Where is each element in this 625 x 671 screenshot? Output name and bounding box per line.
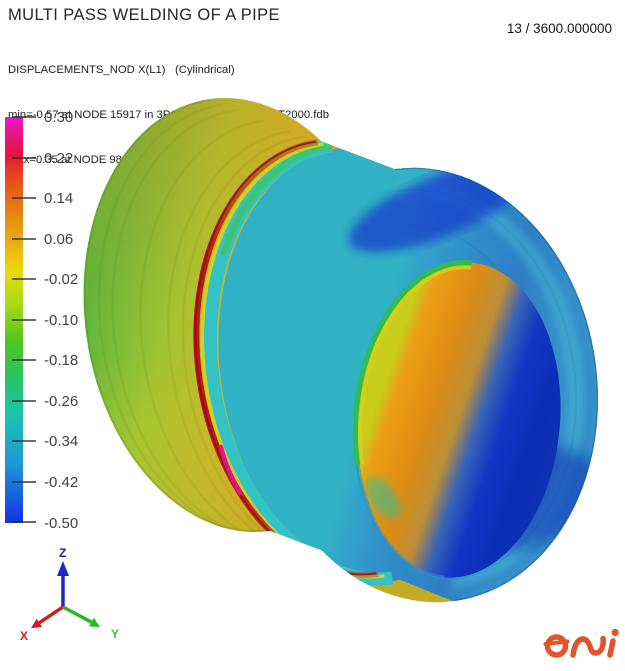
result-annotations: DISPLACEMENTS_NOD X(L1) (Cylindrical) mi…	[8, 33, 329, 198]
colorbar-tick	[12, 157, 36, 159]
colorbar-tick-label: -0.26	[44, 393, 79, 410]
colorbar-tick	[12, 238, 36, 240]
orientation-triad: Z X Y	[20, 546, 119, 643]
weld-magenta-hotspot	[218, 444, 243, 496]
bore-opening	[355, 262, 561, 578]
colorbar-tick-label: -0.02	[44, 271, 79, 288]
x-axis-label: X	[20, 629, 28, 643]
bore-green-rim	[352, 259, 473, 466]
colorbar-tick	[12, 521, 36, 523]
bore-teal-fade	[365, 476, 401, 520]
y-axis: Y	[62, 605, 119, 641]
bore-yellow-rim	[358, 265, 472, 465]
colorbar-tick-label: -0.42	[44, 474, 79, 491]
colorbar-tick	[12, 481, 36, 483]
colorbar-tick-label: -0.50	[44, 515, 79, 532]
field-label: DISPLACEMENTS_NOD X(L1) (Cylindrical)	[8, 64, 235, 76]
colorbar-tick	[12, 197, 36, 199]
z-axis: Z	[57, 546, 69, 607]
bore-lower-rim	[355, 465, 445, 580]
page-title: MULTI PASS WELDING OF A PIPE	[8, 6, 280, 24]
colorbar-tick	[12, 319, 36, 321]
esi-logo	[543, 628, 619, 658]
green-transition-band	[220, 143, 333, 257]
colorbar-tick-label: 0.14	[44, 190, 74, 207]
colorbar-tick	[12, 440, 36, 442]
esi-logo-i-dot	[611, 628, 619, 637]
colorbar-tick-label: -0.10	[44, 312, 79, 329]
colorbar-tick	[12, 116, 36, 118]
colorbar-tick-label: -0.34	[44, 433, 79, 450]
colorbar-tick-label: 0.06	[44, 231, 74, 248]
colorbar-tick-label: 0.30	[44, 109, 74, 126]
y-axis-label: Y	[111, 627, 119, 641]
esi-logo-glyphs	[543, 628, 619, 658]
colorbar-tick-label: 0.22	[44, 150, 74, 167]
x-axis: X	[20, 605, 64, 643]
colorbar-tick	[12, 359, 36, 361]
colorbar-tick	[12, 400, 36, 402]
colorbar-tick	[12, 278, 36, 280]
z-axis-label: Z	[59, 546, 66, 560]
frame-time-counter: 13 / 3600.000000	[506, 21, 612, 36]
colorbar-tick-label: -0.18	[44, 352, 79, 369]
